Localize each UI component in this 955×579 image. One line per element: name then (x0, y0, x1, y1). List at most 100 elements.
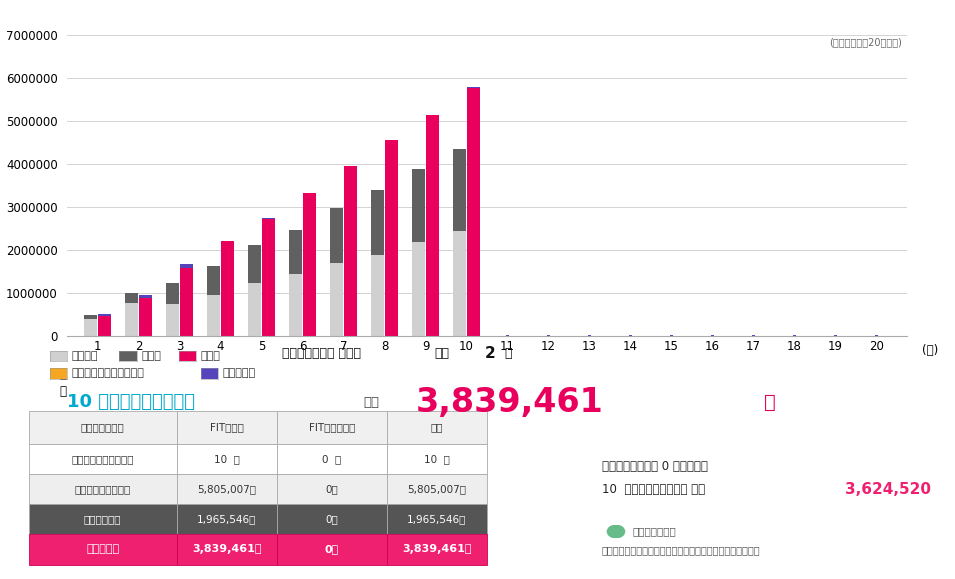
Bar (277, 474, 387, 504)
Text: FIT期間中: FIT期間中 (210, 422, 244, 433)
Bar (413, 169, 425, 242)
Bar (97, 317, 111, 336)
Text: 電気料金上昇率が 0 ％の場合の: 電気料金上昇率が 0 ％の場合の (602, 460, 708, 472)
Text: FIT期間終了後: FIT期間終了後 (308, 422, 355, 433)
Bar (387, 474, 487, 504)
Bar (793, 335, 796, 336)
Circle shape (607, 525, 625, 538)
Bar (711, 335, 714, 336)
Text: 3,839,461: 3,839,461 (415, 386, 604, 419)
Text: シミュレーション年数: シミュレーション年数 (72, 454, 134, 464)
Bar (454, 149, 466, 231)
Bar (29, 534, 177, 565)
Bar (248, 245, 262, 283)
Bar (834, 335, 838, 336)
Bar (84, 318, 97, 336)
Bar (138, 298, 152, 336)
Bar (180, 268, 193, 336)
Bar (177, 411, 277, 444)
Text: 設備導入なしの場合: 設備導入なしの場合 (74, 484, 131, 494)
Text: 設備なし: 設備なし (72, 351, 98, 361)
Text: (グラフ表示は20年まで): (グラフ表示は20年まで) (830, 38, 902, 47)
Bar (177, 534, 277, 565)
Text: 0円: 0円 (325, 544, 339, 555)
Bar (277, 444, 387, 474)
Text: 累計: 累計 (363, 396, 379, 409)
Text: 実質削減額: 実質削減額 (86, 544, 119, 555)
Bar (29, 411, 177, 444)
Text: 1,965,546円: 1,965,546円 (407, 514, 467, 525)
Bar (387, 444, 487, 474)
Bar (506, 335, 509, 336)
Bar (207, 266, 221, 295)
Bar (629, 335, 632, 336)
Text: 3,839,461円: 3,839,461円 (192, 544, 262, 555)
Text: ガソリン代: ガソリン代 (223, 368, 256, 379)
Bar (166, 283, 180, 304)
Bar (387, 504, 487, 534)
Text: 削減額: 削減額 (201, 351, 221, 361)
Bar (413, 242, 425, 336)
Text: 0円: 0円 (326, 484, 338, 494)
Bar (29, 504, 177, 534)
Bar (303, 193, 316, 336)
Bar (248, 283, 262, 336)
Text: (年): (年) (922, 345, 938, 357)
Bar (467, 87, 480, 336)
Bar (289, 274, 303, 336)
Bar (277, 504, 387, 534)
Bar (277, 411, 387, 444)
Text: 導入後: 導入後 (141, 351, 161, 361)
Text: 5,805,007円: 5,805,007円 (198, 484, 256, 494)
Text: 5,805,007円: 5,805,007円 (408, 484, 466, 494)
Bar (166, 304, 180, 336)
Bar (330, 208, 343, 263)
Bar (177, 444, 277, 474)
Text: 10  年: 10 年 (424, 454, 450, 464)
Text: 円: 円 (764, 393, 775, 412)
Bar (588, 335, 591, 336)
Bar (207, 295, 221, 336)
Text: 年: 年 (59, 368, 66, 381)
Bar (177, 474, 277, 504)
Text: 10  年間の実質削減額は 累計: 10 年間の実質削減額は 累計 (602, 483, 705, 496)
Bar (221, 241, 234, 336)
Bar (97, 314, 111, 317)
Text: 実質光熱費累計: 実質光熱費累計 (81, 422, 124, 433)
Bar (875, 335, 879, 336)
Text: 実質光熱費とは: 実質光熱費とは (632, 526, 676, 537)
Bar (752, 335, 755, 336)
Text: 3,839,461円: 3,839,461円 (402, 544, 472, 555)
Bar (277, 534, 387, 565)
Bar (426, 115, 439, 336)
Bar (138, 295, 152, 298)
Text: 3,624,520: 3,624,520 (845, 482, 931, 497)
Text: 2: 2 (485, 346, 496, 361)
Bar (29, 474, 177, 504)
Text: 10 年間の実質削減額は: 10 年間の実質削減額は (67, 393, 195, 412)
Text: 10  年: 10 年 (214, 454, 240, 464)
Bar (125, 293, 138, 303)
Bar (330, 263, 343, 336)
Bar (371, 255, 384, 336)
Bar (289, 230, 303, 274)
Text: 0円: 0円 (326, 514, 338, 525)
Bar (177, 504, 277, 534)
Bar (344, 166, 357, 336)
Bar (547, 335, 550, 336)
Bar (454, 231, 466, 336)
Text: 1,965,546円: 1,965,546円 (197, 514, 257, 525)
Bar (180, 265, 193, 268)
Text: 年率: 年率 (435, 347, 450, 360)
Text: 合計: 合計 (431, 422, 443, 433)
Text: 既設太陽光による削減額: 既設太陽光による削減額 (72, 368, 144, 379)
Bar (84, 315, 97, 318)
Text: 数: 数 (59, 385, 66, 398)
Bar (669, 335, 673, 336)
Bar (29, 444, 177, 474)
Text: 0  年: 0 年 (322, 454, 342, 464)
Bar (387, 411, 487, 444)
Bar (371, 190, 384, 255)
Text: 導入した場合: 導入した場合 (84, 514, 121, 525)
Bar (262, 219, 275, 336)
